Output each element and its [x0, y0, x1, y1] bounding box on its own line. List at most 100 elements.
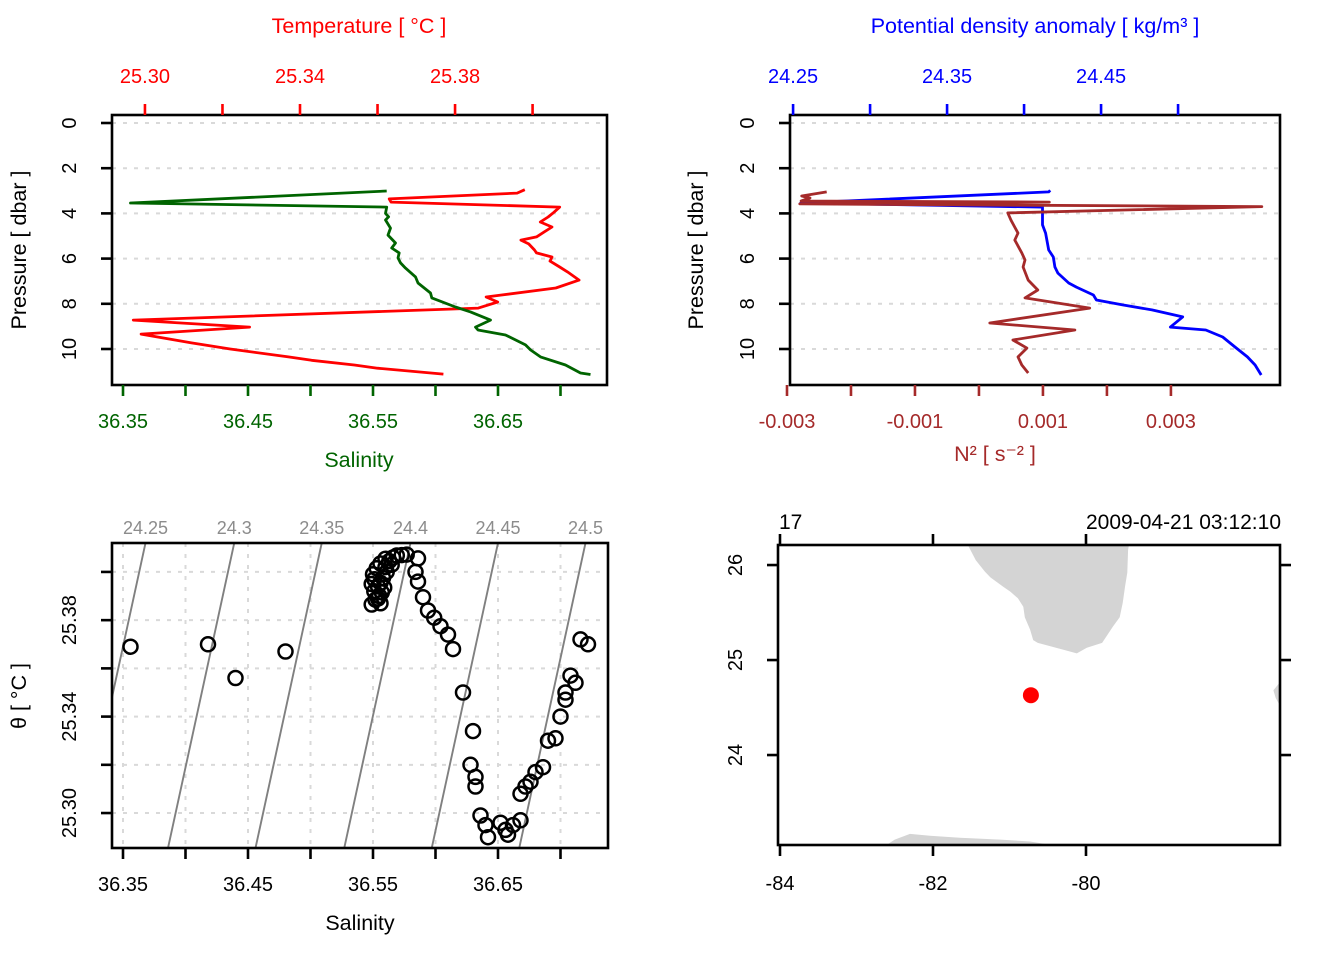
- plot-frame: [776, 543, 1282, 847]
- axis-tick-label: 36.65: [473, 411, 523, 433]
- station-map: -84 -82 -80 24 25 26: [725, 534, 1291, 895]
- ts-point: [363, 596, 380, 613]
- axis-tick-label: -84: [766, 873, 795, 895]
- temperature-axis-title: Temperature [ °C ]: [272, 14, 447, 38]
- ts-point: [227, 669, 244, 687]
- axis-tick-label: -82: [919, 873, 948, 895]
- axis-tick-label: 8: [59, 298, 81, 309]
- ts-point: [522, 773, 539, 790]
- axis-tick-label: 0.003: [1146, 411, 1196, 433]
- axis-tick-label: 36.35: [98, 411, 148, 433]
- ts-point: [398, 546, 415, 563]
- ts-point: [472, 807, 489, 824]
- ts-point: [557, 691, 574, 708]
- axis-tick-label: 24.45: [1076, 66, 1126, 88]
- profile-temperature-salinity: 0 2 4 6 8 10 25.30 25.34 25.38 36.35 36.45 36.55 36.…: [59, 66, 609, 433]
- ts-point: [409, 573, 427, 590]
- axis-tick-label: 36.55: [348, 874, 398, 896]
- station-number-label: 17: [779, 511, 802, 534]
- axis-tick-label: 25.38: [59, 595, 81, 645]
- isopycnal-label: 24.25: [123, 518, 168, 538]
- axis-tick-label: -0.001: [887, 411, 944, 433]
- station-time-label: 2009-04-21 03:12:10: [1086, 511, 1281, 534]
- axis-tick-label: 8: [737, 298, 759, 309]
- axis-tick-label: 4: [59, 208, 81, 219]
- theta-axis-title: θ [ °C ]: [7, 663, 31, 729]
- isopycnal-label: 24.45: [475, 518, 520, 538]
- axis-tick-label: 2: [737, 163, 759, 174]
- axis-tick-label: 0: [737, 117, 759, 128]
- land-polygon: [888, 833, 1046, 844]
- axis-tick-label: 25.30: [120, 66, 170, 88]
- ts-point: [454, 684, 472, 701]
- ts-salinity-axis-title: Salinity: [325, 911, 395, 935]
- axis-tick-label: -0.003: [759, 411, 816, 433]
- axis-tick-label: 25.34: [59, 692, 81, 742]
- ts-point: [439, 626, 457, 643]
- axis-tick-label: 36.35: [98, 874, 148, 896]
- ts-point: [539, 732, 557, 749]
- axis-tick-label: 25: [725, 649, 747, 671]
- potential-density-anomaly-profile-line: [799, 189, 1263, 376]
- ts-point: [479, 828, 497, 846]
- isopycnal-label: 24.3: [217, 518, 252, 538]
- axis-tick-label: 0: [59, 117, 81, 128]
- ts-point: [499, 826, 517, 843]
- axis-tick-label: 6: [737, 253, 759, 264]
- ts-point: [444, 640, 462, 658]
- isopycnal-line: [343, 544, 412, 847]
- ts-point: [199, 636, 217, 653]
- density-axis-title: Potential density anomaly [ kg/m³ ]: [871, 14, 1200, 38]
- ts-point: [464, 722, 482, 740]
- axis-tick-label: 36.55: [348, 411, 398, 433]
- axis-tick-label: 36.45: [223, 411, 273, 433]
- isopycnal-line: [518, 544, 587, 847]
- temperature-profile-line: [131, 188, 581, 376]
- plot-frame: [788, 113, 1282, 387]
- isopycnal-label: 24.5: [568, 518, 603, 538]
- ts-point: [122, 638, 139, 655]
- plot-frame: [110, 541, 610, 850]
- land-polygon: [968, 546, 1129, 654]
- ts-point: [467, 778, 484, 795]
- axis-tick-label: 10: [59, 338, 81, 360]
- salinity-profile-line: [129, 189, 591, 376]
- ts-point: [552, 708, 569, 725]
- isopycnal-line: [167, 544, 236, 847]
- axis-tick-label: 26: [725, 554, 747, 576]
- buoyancy-frequency-n2-profile-line: [798, 190, 1264, 374]
- pressure-axis-title-right: Pressure [ dbar ]: [684, 171, 708, 330]
- profile-density-n2: 0 2 4 6 8 10 24.25 24.35 24.45 -0.003 -0.001 0.001 0…: [737, 66, 1282, 433]
- axis-tick-label: 25.38: [430, 66, 480, 88]
- axis-tick-label: -80: [1072, 873, 1101, 895]
- pressure-axis-title-left: Pressure [ dbar ]: [7, 171, 31, 330]
- ts-point: [477, 816, 494, 834]
- axis-tick-label: 25.34: [275, 66, 325, 88]
- isopycnal-label: 24.35: [299, 518, 344, 538]
- isopycnal-line: [254, 544, 323, 847]
- ts-point: [467, 768, 484, 786]
- land-polygon: [1273, 683, 1279, 704]
- axis-tick-label: 24.25: [768, 66, 818, 88]
- ts-diagram: 24.25 24.3 24.35 24.4 24.45 24.5 36.35 36.45 36.…: [59, 518, 610, 896]
- ts-point: [277, 643, 294, 660]
- n2-axis-title: N² [ s⁻² ]: [954, 442, 1036, 466]
- isopycnal-line: [113, 544, 147, 698]
- axis-tick-label: 2: [59, 163, 81, 174]
- salinity-axis-title: Salinity: [324, 448, 394, 472]
- axis-tick-label: 0.001: [1018, 411, 1068, 433]
- title-layer: Temperature [ °C ] Salinity Pressure [ d…: [7, 14, 1281, 935]
- axis-tick-label: 36.65: [473, 874, 523, 896]
- axis-tick-label: 25.30: [59, 788, 81, 838]
- plot-layer: 0 2 4 6 8 10 25.30 25.34 25.38 36.35 36.45 36.55 36.…: [59, 66, 1291, 896]
- ts-point: [517, 778, 534, 795]
- axis-tick-label: 4: [737, 208, 759, 219]
- axis-tick-label: 10: [737, 338, 759, 360]
- ts-point: [557, 684, 574, 701]
- ts-point: [407, 563, 424, 581]
- ts-point: [547, 730, 564, 747]
- plot-frame: [110, 113, 609, 387]
- ts-point: [504, 816, 522, 834]
- ts-point: [388, 547, 406, 564]
